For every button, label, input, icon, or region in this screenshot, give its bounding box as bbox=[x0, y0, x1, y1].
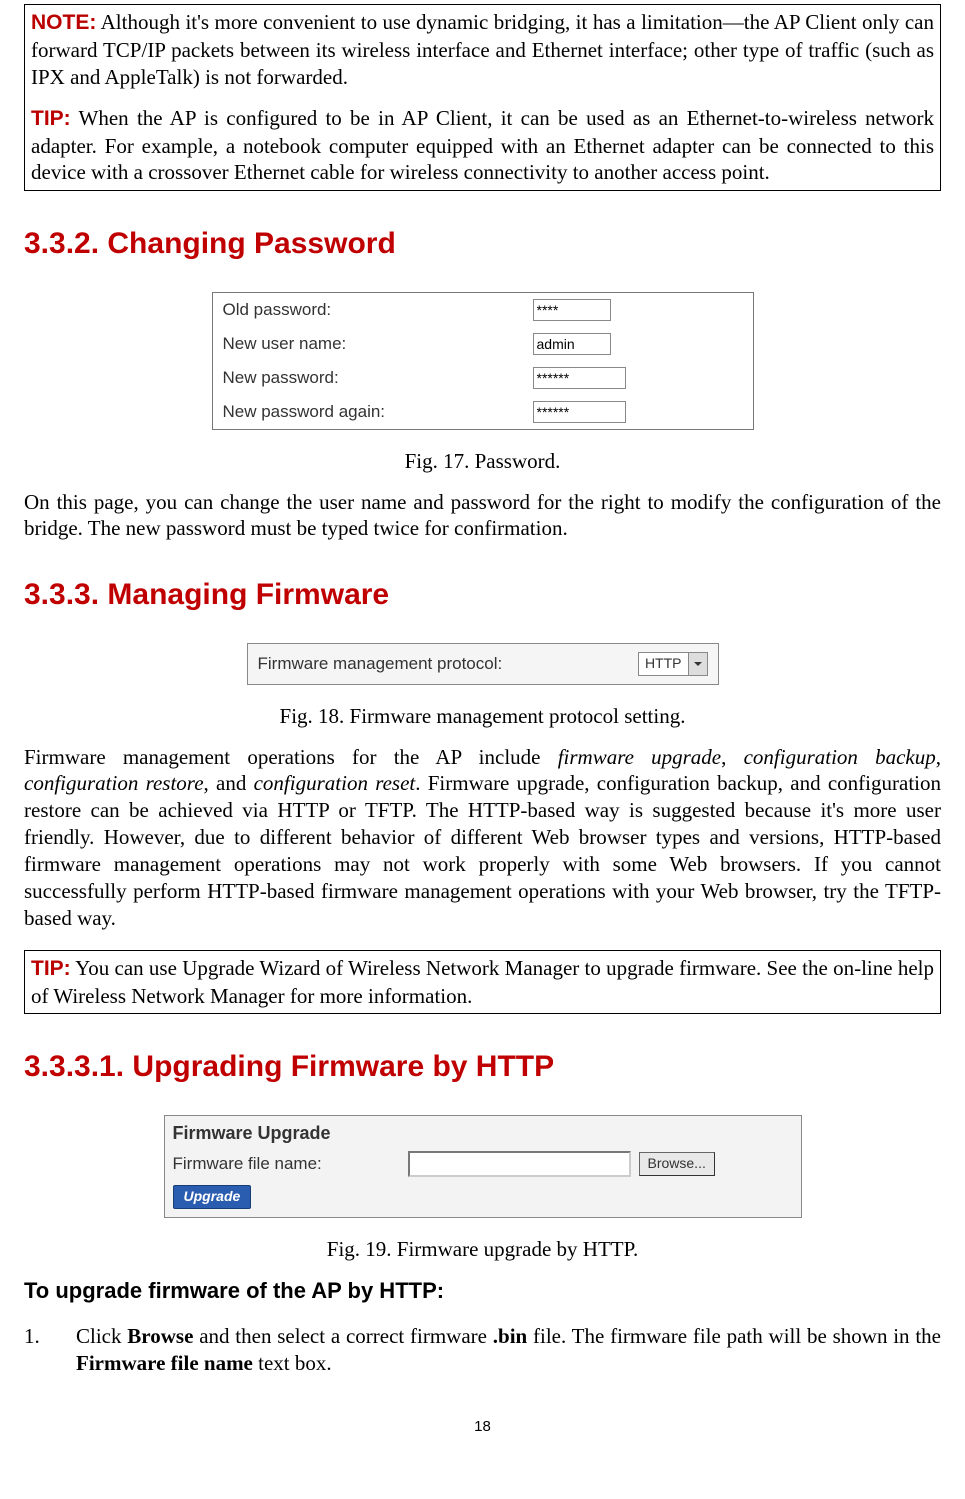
heading-changing-password: 3.3.2. Changing Password bbox=[24, 225, 941, 263]
paragraph-firmware: Firmware management operations for the A… bbox=[24, 744, 941, 932]
fig19-title: Firmware Upgrade bbox=[165, 1116, 801, 1147]
tip-text-1: When the AP is configured to be in AP Cl… bbox=[31, 106, 934, 185]
new-password-again-input[interactable] bbox=[533, 401, 626, 423]
fig19-file-label: Firmware file name: bbox=[173, 1153, 408, 1175]
upgrade-button[interactable]: Upgrade bbox=[173, 1185, 252, 1209]
fig19-caption: Fig. 19. Firmware upgrade by HTTP. bbox=[24, 1236, 941, 1263]
new-password-input[interactable] bbox=[533, 367, 626, 389]
old-password-input[interactable] bbox=[533, 299, 611, 321]
tip-box-2: TIP: You can use Upgrade Wizard of Wirel… bbox=[24, 950, 941, 1015]
step-list: 1. Click Browse and then select a correc… bbox=[24, 1323, 941, 1377]
note-text: Although it's more convenient to use dyn… bbox=[31, 10, 934, 89]
new-password-label: New password: bbox=[223, 367, 533, 389]
protocol-select[interactable]: HTTP bbox=[638, 652, 708, 676]
new-password-again-label: New password again: bbox=[223, 401, 533, 423]
fig17-caption: Fig. 17. Password. bbox=[24, 448, 941, 475]
tip-text-2: You can use Upgrade Wizard of Wireless N… bbox=[31, 956, 934, 1008]
howto-heading: To upgrade firmware of the AP by HTTP: bbox=[24, 1277, 941, 1305]
new-username-input[interactable] bbox=[533, 333, 611, 355]
firmware-file-input[interactable] bbox=[408, 1151, 631, 1177]
note-box: NOTE: Although it's more convenient to u… bbox=[24, 4, 941, 191]
protocol-value: HTTP bbox=[639, 655, 688, 673]
tip-label-1: TIP: bbox=[31, 107, 71, 130]
dropdown-arrow-icon bbox=[688, 653, 707, 675]
fig17-panel: Old password: New user name: New passwor… bbox=[212, 292, 754, 430]
browse-button[interactable]: Browse... bbox=[639, 1152, 715, 1176]
step-text-1: Click Browse and then select a correct f… bbox=[76, 1323, 941, 1377]
fig18-caption: Fig. 18. Firmware management protocol se… bbox=[24, 703, 941, 730]
new-username-label: New user name: bbox=[223, 333, 533, 355]
fig19-panel: Firmware Upgrade Firmware file name: Bro… bbox=[164, 1115, 802, 1218]
step-num-1: 1. bbox=[24, 1323, 76, 1377]
fig18-panel: Firmware management protocol: HTTP bbox=[247, 643, 719, 685]
page-number: 18 bbox=[24, 1417, 941, 1436]
fig18-label: Firmware management protocol: bbox=[258, 653, 503, 675]
old-password-label: Old password: bbox=[223, 299, 533, 321]
paragraph-password: On this page, you can change the user na… bbox=[24, 489, 941, 543]
heading-managing-firmware: 3.3.3. Managing Firmware bbox=[24, 576, 941, 614]
note-label: NOTE: bbox=[31, 11, 96, 34]
heading-upgrade-http: 3.3.3.1. Upgrading Firmware by HTTP bbox=[24, 1048, 941, 1086]
tip-label-2: TIP: bbox=[31, 957, 71, 980]
